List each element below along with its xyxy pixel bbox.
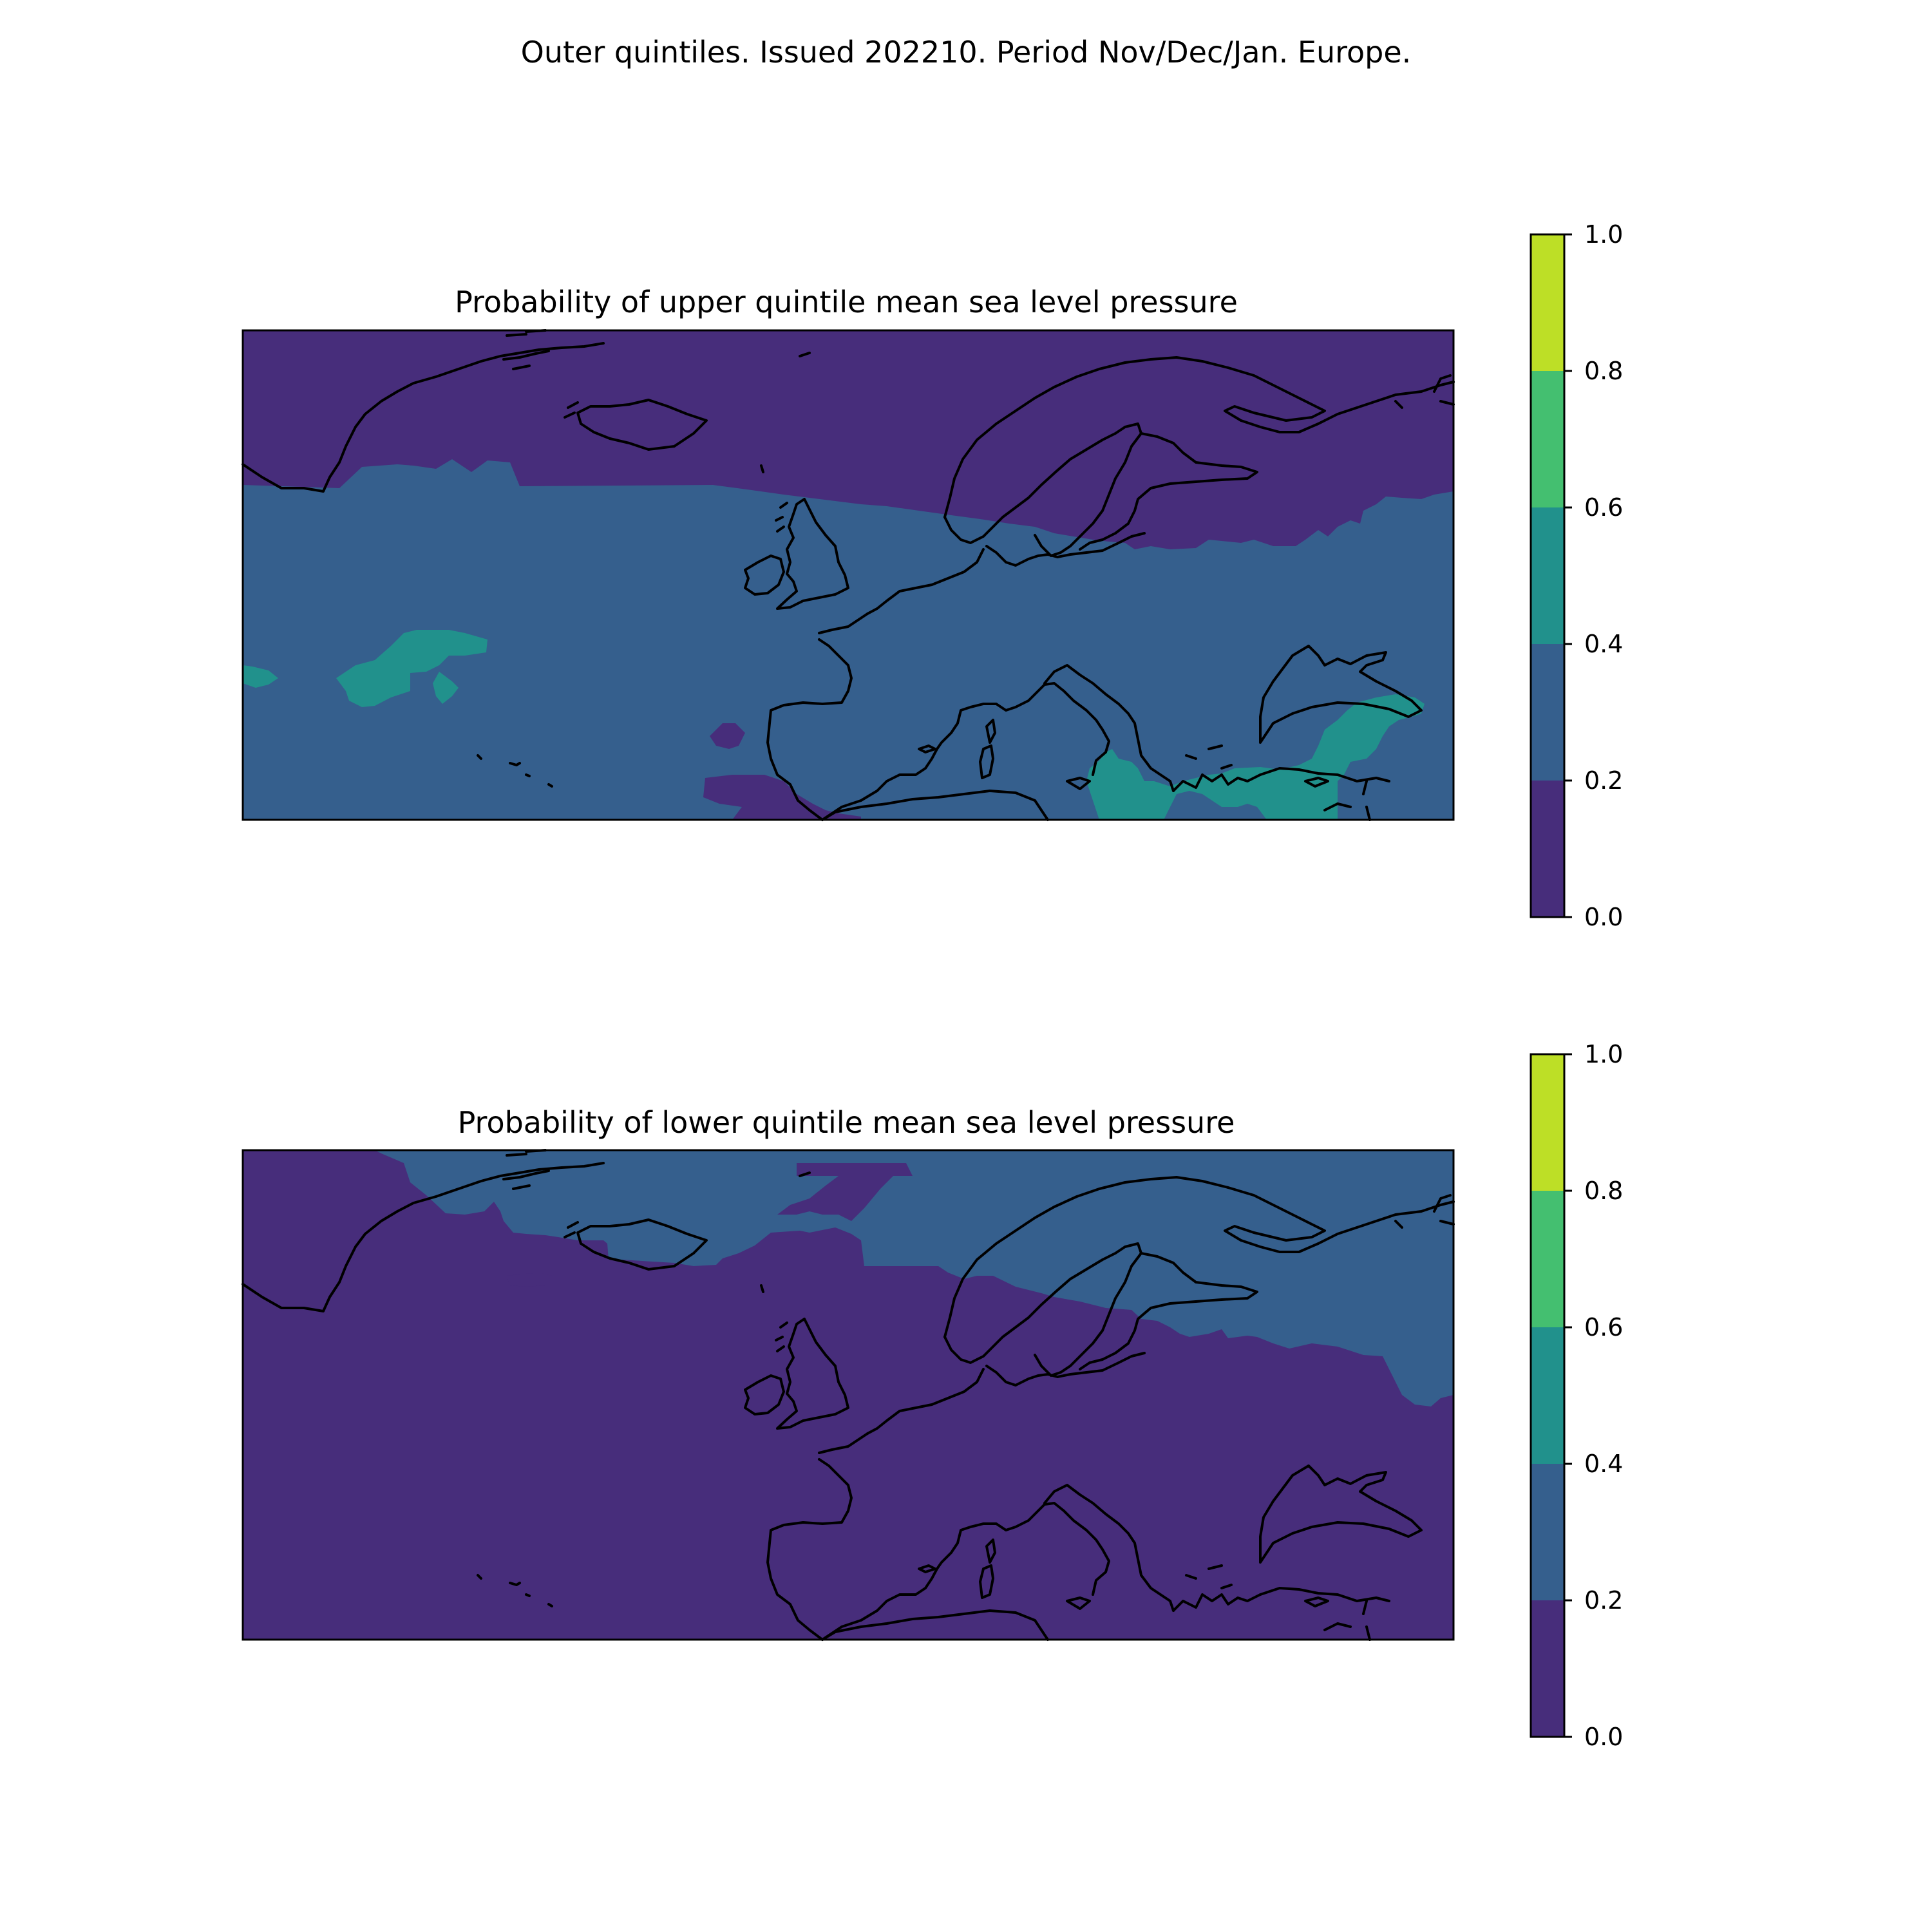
- panel-upper-quintile: Probability of upper quintile mean sea l…: [242, 220, 1623, 931]
- colorbar-tick-label: 1.0: [1584, 1040, 1623, 1068]
- map-frame: [242, 1149, 1455, 1641]
- colorbar-frame: [1530, 233, 1566, 918]
- colorbar-band-0.0-0.2: [1531, 1600, 1564, 1737]
- colorbar-tick-label: 0.2: [1584, 1586, 1623, 1615]
- colorbar: 0.0 0.2 0.4 0.6 0.8 1.0: [1530, 1040, 1623, 1751]
- region-0.0-0.2-north-patch: [777, 1163, 913, 1221]
- map-area: [242, 1149, 1455, 1641]
- map-frame: [242, 329, 1455, 821]
- colorbar-tick-label: 0.6: [1584, 1313, 1623, 1341]
- colorbar-band-0.0-0.2: [1531, 781, 1564, 917]
- colorbar-tick-label: 0.0: [1584, 903, 1623, 931]
- region-0.0-0.2-north-patch: [507, 1273, 552, 1287]
- colorbar-tick-label: 0.2: [1584, 766, 1623, 795]
- colorbar: 0.0 0.2 0.4 0.6 0.8 1.0: [1530, 220, 1623, 931]
- panel-title: Probability of lower quintile mean sea l…: [458, 1105, 1235, 1140]
- region-0.4-0.6-east-med: [1086, 694, 1425, 820]
- colorbar-tick-label: 0.0: [1584, 1723, 1623, 1751]
- colorbar-tick-label: 1.0: [1584, 220, 1623, 249]
- colorbar-band-0.2-0.4: [1531, 644, 1564, 781]
- region-0.0-0.2-africa: [703, 775, 861, 820]
- panel-lower-quintile: Probability of lower quintile mean sea l…: [242, 1040, 1623, 1751]
- colorbar-band-0.6-0.8: [1531, 1191, 1564, 1327]
- colorbar-band-0.2-0.4: [1531, 1464, 1564, 1600]
- region-0.4-0.6-atlantic: [336, 630, 488, 707]
- region-0.0-0.2-iberia-patch: [710, 723, 745, 749]
- panel-title: Probability of upper quintile mean sea l…: [455, 285, 1238, 319]
- colorbar-tick-label: 0.4: [1584, 1450, 1623, 1478]
- figure-suptitle: Outer quintiles. Issued 202210. Period N…: [521, 35, 1412, 70]
- map-area: [242, 329, 1455, 821]
- colorbar-band-0.8-1.0: [1531, 234, 1564, 371]
- colorbar-tick-label: 0.8: [1584, 357, 1623, 385]
- colorbar-tick-label: 0.4: [1584, 630, 1623, 658]
- colorbar-band-0.4-0.6: [1531, 1327, 1564, 1464]
- region-0.2-0.4-north: [375, 1150, 1454, 1406]
- region-0.4-0.6-atlantic-dot: [433, 672, 459, 704]
- colorbar-frame: [1530, 1053, 1566, 1738]
- colorbar-band-0.8-1.0: [1531, 1054, 1564, 1191]
- region-0.0-0.2-north: [243, 330, 1454, 549]
- colorbar-tick-label: 0.6: [1584, 493, 1623, 522]
- colorbar-band-0.4-0.6: [1531, 507, 1564, 644]
- colorbar-band-0.6-0.8: [1531, 371, 1564, 507]
- region-0.4-0.6-atlantic-small: [243, 665, 278, 688]
- colorbar-tick-label: 0.8: [1584, 1177, 1623, 1205]
